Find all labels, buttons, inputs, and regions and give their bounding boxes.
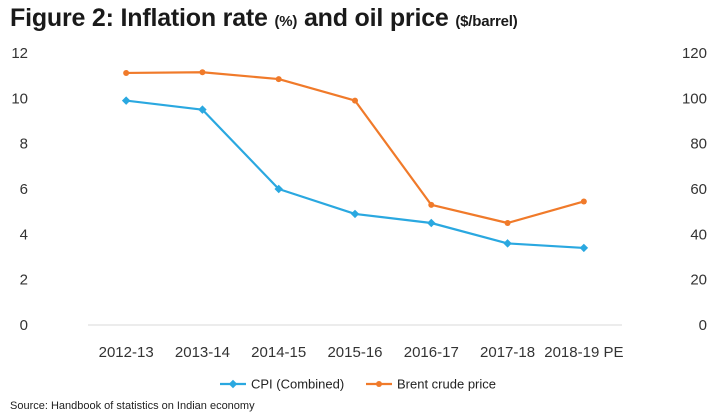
series-point bbox=[275, 76, 282, 83]
right-axis-ticks: 0 20 40 60 80 100 120 bbox=[682, 45, 707, 334]
x-tick-label: 2012-13 bbox=[99, 344, 154, 361]
x-tick-label: 2015-16 bbox=[327, 344, 382, 361]
left-tick-label: 10 bbox=[11, 90, 28, 107]
series-line bbox=[126, 99, 584, 250]
x-tick-label: 2014-15 bbox=[251, 344, 306, 361]
series-point bbox=[504, 220, 511, 226]
series-point bbox=[123, 69, 130, 76]
series-point bbox=[579, 243, 589, 253]
x-tick-label: 2017-18 bbox=[480, 344, 535, 361]
right-tick-label: 80 bbox=[690, 136, 707, 153]
legend: CPI (Combined) Brent crude price bbox=[220, 377, 496, 392]
series-point bbox=[503, 239, 512, 248]
left-tick-label: 12 bbox=[11, 45, 28, 62]
x-tick-label: 2016-17 bbox=[404, 344, 459, 361]
left-tick-label: 6 bbox=[20, 181, 28, 198]
line-chart: 0 2 4 6 8 10 12 0 20 40 60 80 100 120 2012-13 2013-14… bbox=[11, 45, 707, 392]
series-point bbox=[428, 201, 435, 208]
series-layer bbox=[121, 69, 589, 253]
right-tick-label: 20 bbox=[690, 272, 707, 289]
series-point bbox=[274, 184, 283, 194]
series-point bbox=[352, 97, 358, 104]
right-tick-label: 100 bbox=[682, 90, 707, 107]
left-tick-label: 0 bbox=[20, 317, 28, 334]
title-unit-percent: (%) bbox=[274, 13, 298, 30]
right-tick-label: 40 bbox=[690, 226, 707, 243]
right-tick-label: 60 bbox=[690, 181, 707, 198]
series-point bbox=[121, 96, 131, 105]
left-tick-label: 4 bbox=[20, 226, 28, 243]
right-tick-label: 0 bbox=[699, 317, 707, 334]
series-point bbox=[350, 209, 360, 219]
legend-label: Brent crude price bbox=[397, 377, 496, 392]
x-tick-label: 2018-19 PE bbox=[544, 344, 623, 361]
legend-label: CPI (Combined) bbox=[251, 377, 344, 392]
title-main: Figure 2: Inflation rate bbox=[10, 4, 275, 32]
title-mid: and oil price bbox=[297, 4, 456, 32]
left-tick-label: 8 bbox=[20, 136, 28, 153]
legend-swatch-marker bbox=[376, 381, 382, 387]
series-point bbox=[580, 198, 587, 205]
right-tick-label: 120 bbox=[682, 45, 707, 62]
left-tick-label: 2 bbox=[20, 272, 28, 289]
series-point bbox=[199, 69, 206, 76]
title-unit-barrel: ($/barrel) bbox=[455, 13, 518, 30]
legend-swatch-marker bbox=[228, 379, 238, 389]
series-point bbox=[427, 218, 436, 228]
source-note: Source: Handbook of statistics on Indian… bbox=[10, 400, 255, 412]
left-axis-ticks: 0 2 4 6 8 10 12 bbox=[11, 45, 28, 334]
x-tick-label: 2013-14 bbox=[175, 344, 230, 361]
chart-title: Figure 2: Inflation rate (%) and oil pri… bbox=[10, 4, 518, 33]
series-point bbox=[198, 105, 207, 114]
series-line bbox=[126, 71, 585, 225]
x-axis-ticks: 2012-13 2013-14 2014-15 2015-16 2016-17 2017-… bbox=[99, 344, 624, 361]
